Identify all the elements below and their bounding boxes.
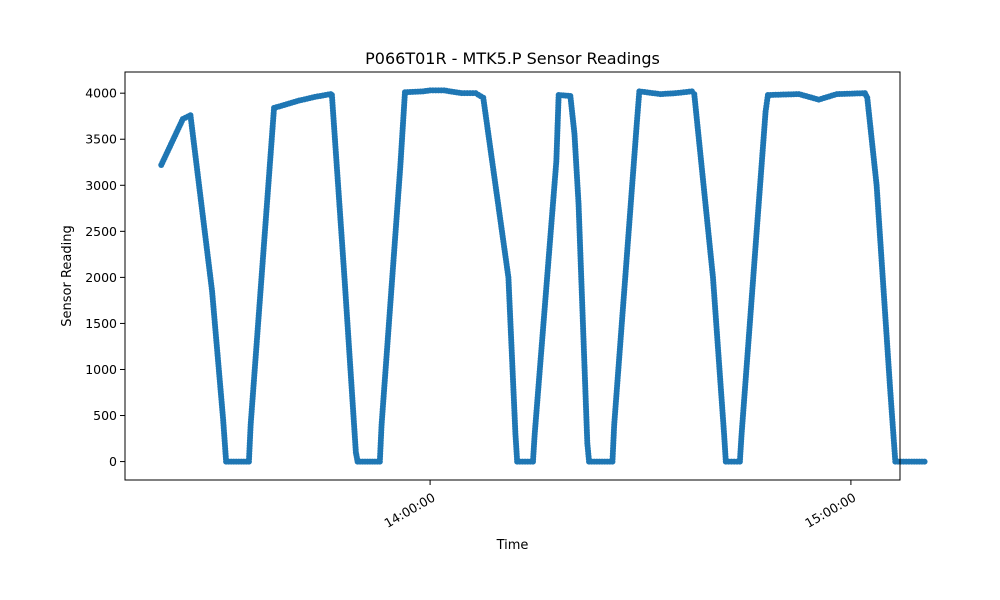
y-tick-label: 0 <box>109 454 117 469</box>
y-tick-label: 3000 <box>85 178 117 193</box>
x-axis-label: Time <box>496 538 529 553</box>
y-tick-label: 2500 <box>85 224 117 239</box>
data-point <box>921 458 928 465</box>
y-tick-label: 2000 <box>85 270 117 285</box>
y-tick-label: 1000 <box>85 362 117 377</box>
y-tick-label: 3500 <box>85 132 117 147</box>
x-tick-label: 15:00:00 <box>802 490 858 531</box>
y-tick-label: 4000 <box>85 86 117 101</box>
plot-frame <box>124 71 901 481</box>
y-tick-label: 1500 <box>85 316 117 331</box>
axis-ticks: 0 500 1000 1500 2000 2500 3000 3500 4000 14:00:00… <box>85 86 858 531</box>
chart-title: P066T01R - MTK5.P Sensor Readings <box>365 49 660 68</box>
y-tick-label: 500 <box>93 408 117 423</box>
x-tick-label: 14:00:00 <box>381 490 437 531</box>
y-axis-label: Sensor Reading <box>60 225 75 326</box>
series-layer <box>158 87 928 465</box>
series-line <box>160 89 925 463</box>
